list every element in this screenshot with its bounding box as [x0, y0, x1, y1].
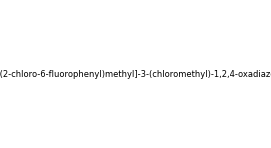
Text: 5-[(2-chloro-6-fluorophenyl)methyl]-3-(chloromethyl)-1,2,4-oxadiazole: 5-[(2-chloro-6-fluorophenyl)methyl]-3-(c… — [0, 70, 271, 78]
